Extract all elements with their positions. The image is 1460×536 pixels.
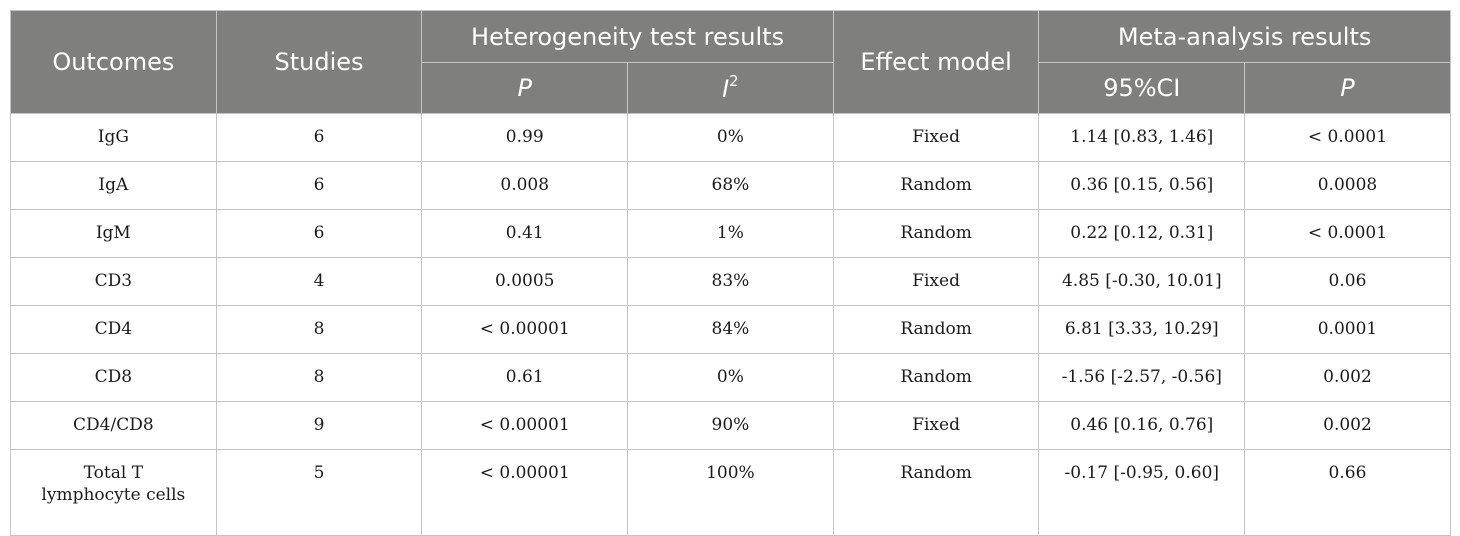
cell-ci: -0.17 [-0.95, 0.60] xyxy=(1038,449,1246,536)
table-row: CD4/CD8 9 < 0.00001 90% Fixed 0.46 [0.16… xyxy=(10,401,1451,450)
cell-p: 0.008 xyxy=(421,161,629,210)
cell-i2: 84% xyxy=(627,305,834,354)
table-row: CD4 8 < 0.00001 84% Random 6.81 [3.33, 1… xyxy=(10,305,1451,354)
header-i-letter: I xyxy=(722,74,730,103)
cell-model: Fixed xyxy=(832,113,1040,162)
cell-outcome: IgG xyxy=(10,113,217,162)
cell-p: 0.41 xyxy=(421,209,629,258)
cell-studies: 6 xyxy=(215,161,423,210)
cell-p: 0.61 xyxy=(421,353,629,402)
table-row: CD8 8 0.61 0% Random -1.56 [-2.57, -0.56… xyxy=(10,353,1451,402)
cell-model: Random xyxy=(832,161,1040,210)
header-meta-results: Meta-analysis results xyxy=(1038,10,1451,63)
table-body: IgG 6 0.99 0% Fixed 1.14 [0.83, 1.46] < … xyxy=(10,113,1451,536)
cell-studies: 5 xyxy=(215,449,423,536)
cell-i2: 1% xyxy=(627,209,834,258)
cell-studies: 6 xyxy=(215,209,423,258)
cell-p: 0.0005 xyxy=(421,257,629,306)
cell-p-meta: 0.002 xyxy=(1244,401,1451,450)
cell-p: 0.99 xyxy=(421,113,629,162)
table-row: CD3 4 0.0005 83% Fixed 4.85 [-0.30, 10.0… xyxy=(10,257,1451,306)
cell-i2: 0% xyxy=(627,113,834,162)
header-outcomes: Outcomes xyxy=(10,10,217,114)
cell-p: < 0.00001 xyxy=(421,449,629,536)
cell-p-meta: 0.0008 xyxy=(1244,161,1451,210)
cell-outcome: IgA xyxy=(10,161,217,210)
cell-ci: 1.14 [0.83, 1.46] xyxy=(1038,113,1246,162)
table-row: IgM 6 0.41 1% Random 0.22 [0.12, 0.31] <… xyxy=(10,209,1451,258)
cell-i2: 0% xyxy=(627,353,834,402)
cell-model: Fixed xyxy=(832,401,1040,450)
cell-outcome: Total T lymphocyte cells xyxy=(10,449,217,536)
cell-ci: 0.22 [0.12, 0.31] xyxy=(1038,209,1246,258)
cell-outcome: IgM xyxy=(10,209,217,258)
table-row: Total T lymphocyte cells 5 < 0.00001 100… xyxy=(10,449,1451,536)
cell-model: Random xyxy=(832,305,1040,354)
cell-model: Random xyxy=(832,209,1040,258)
cell-ci: 4.85 [-0.30, 10.01] xyxy=(1038,257,1246,306)
header-heterogeneity: Heterogeneity test results xyxy=(421,10,834,63)
cell-studies: 9 xyxy=(215,401,423,450)
header-ci: 95%CI xyxy=(1038,62,1246,114)
cell-outcome-line2: lymphocyte cells xyxy=(41,485,186,506)
cell-ci: 6.81 [3.33, 10.29] xyxy=(1038,305,1246,354)
cell-i2: 100% xyxy=(627,449,834,536)
header-effect-model: Effect model xyxy=(832,10,1040,114)
cell-studies: 8 xyxy=(215,353,423,402)
cell-model: Fixed xyxy=(832,257,1040,306)
cell-model: Random xyxy=(832,449,1040,536)
cell-p: < 0.00001 xyxy=(421,305,629,354)
header-i-superscript: 2 xyxy=(729,71,739,90)
cell-p-meta: < 0.0001 xyxy=(1244,113,1451,162)
header-p-heterogeneity: P xyxy=(421,62,629,114)
cell-p-meta: < 0.0001 xyxy=(1244,209,1451,258)
cell-outcome-line1: Total T xyxy=(83,463,144,483)
cell-studies: 4 xyxy=(215,257,423,306)
cell-i2: 68% xyxy=(627,161,834,210)
meta-analysis-table: Outcomes Studies Heterogeneity test resu… xyxy=(10,10,1451,536)
cell-p-meta: 0.002 xyxy=(1244,353,1451,402)
cell-outcome: CD3 xyxy=(10,257,217,306)
header-studies: Studies xyxy=(215,10,423,114)
cell-p-meta: 0.0001 xyxy=(1244,305,1451,354)
cell-p-meta: 0.06 xyxy=(1244,257,1451,306)
cell-ci: 0.36 [0.15, 0.56] xyxy=(1038,161,1246,210)
cell-ci: -1.56 [-2.57, -0.56] xyxy=(1038,353,1246,402)
cell-p-meta: 0.66 xyxy=(1244,449,1451,536)
cell-ci: 0.46 [0.16, 0.76] xyxy=(1038,401,1246,450)
header-i-squared: I2 xyxy=(627,62,834,114)
cell-model: Random xyxy=(832,353,1040,402)
table-header: Outcomes Studies Heterogeneity test resu… xyxy=(10,10,1451,114)
table-row: IgA 6 0.008 68% Random 0.36 [0.15, 0.56]… xyxy=(10,161,1451,210)
table-row: IgG 6 0.99 0% Fixed 1.14 [0.83, 1.46] < … xyxy=(10,113,1451,162)
cell-studies: 8 xyxy=(215,305,423,354)
cell-i2: 90% xyxy=(627,401,834,450)
cell-p: < 0.00001 xyxy=(421,401,629,450)
cell-studies: 6 xyxy=(215,113,423,162)
cell-outcome: CD4/CD8 xyxy=(10,401,217,450)
cell-outcome: CD8 xyxy=(10,353,217,402)
header-p-meta: P xyxy=(1244,62,1451,114)
cell-outcome: CD4 xyxy=(10,305,217,354)
cell-i2: 83% xyxy=(627,257,834,306)
